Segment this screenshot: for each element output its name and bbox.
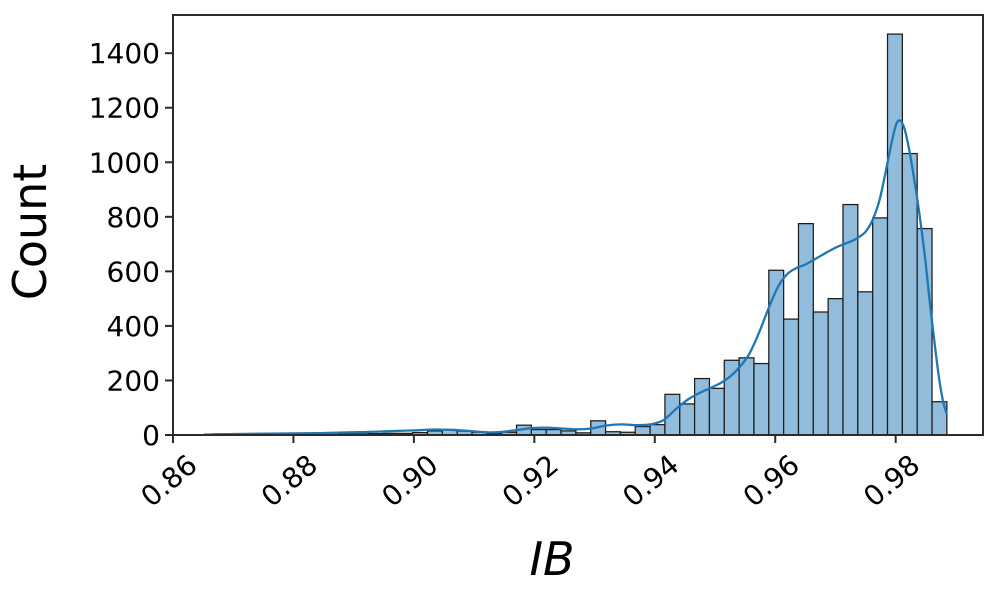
x-axis-label: IB <box>529 532 574 586</box>
histogram-bars <box>204 33 948 436</box>
y-axis-label: Count <box>3 164 57 301</box>
axis-ticks <box>165 52 897 443</box>
histogram-bar <box>886 33 903 436</box>
x-tick-label: 0.94 <box>616 448 685 513</box>
histogram-bar <box>812 311 829 436</box>
kde-curve <box>206 119 949 436</box>
x-tick-label: 0.86 <box>135 448 204 513</box>
histogram-bar <box>783 318 800 436</box>
y-tick-label: 800 <box>107 201 160 234</box>
y-tick-label: 0 <box>142 419 160 452</box>
histogram-bar <box>649 424 666 436</box>
x-tick-label: 0.96 <box>737 448 806 513</box>
histogram-bar <box>693 377 711 436</box>
plot-border <box>172 14 984 436</box>
y-tick-label: 400 <box>107 310 160 343</box>
histogram-bar <box>857 291 874 436</box>
x-tick-label: 0.98 <box>857 448 926 513</box>
x-tick-label: 0.92 <box>496 448 565 513</box>
y-tick-label: 200 <box>107 364 160 397</box>
histogram-bar <box>679 403 696 436</box>
y-tick-label: 1000 <box>89 146 160 179</box>
y-tick-label: 1400 <box>89 37 160 70</box>
histogram-bar <box>901 152 918 436</box>
y-tick-label: 1200 <box>89 92 160 125</box>
x-tick-labels: 0.86 0.88 0.90 0.92 0.94 0.96 0.98 <box>135 448 927 513</box>
y-tick-label: 600 <box>107 255 160 288</box>
histogram-bar <box>872 217 889 436</box>
x-tick-label: 0.88 <box>255 448 324 513</box>
x-tick-label: 0.90 <box>375 448 444 513</box>
histogram-bar <box>664 393 681 436</box>
histogram-bar <box>768 269 785 436</box>
histogram-bar <box>827 298 844 436</box>
histogram-bar <box>708 387 725 436</box>
histogram-bar <box>753 362 770 436</box>
histogram-bar <box>738 357 755 436</box>
y-tick-labels: 0 200 400 600 800 1000 1200 1400 <box>89 37 160 452</box>
histogram-bar <box>634 425 651 436</box>
histogram-bar <box>797 223 814 436</box>
